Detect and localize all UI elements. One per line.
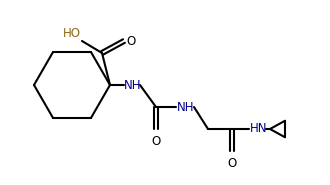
Text: HN: HN <box>250 122 268 135</box>
Text: HO: HO <box>63 27 81 40</box>
Text: O: O <box>227 157 237 170</box>
Text: O: O <box>126 34 135 48</box>
Text: O: O <box>151 135 161 148</box>
Text: NH: NH <box>124 78 142 92</box>
Text: NH: NH <box>177 100 195 114</box>
